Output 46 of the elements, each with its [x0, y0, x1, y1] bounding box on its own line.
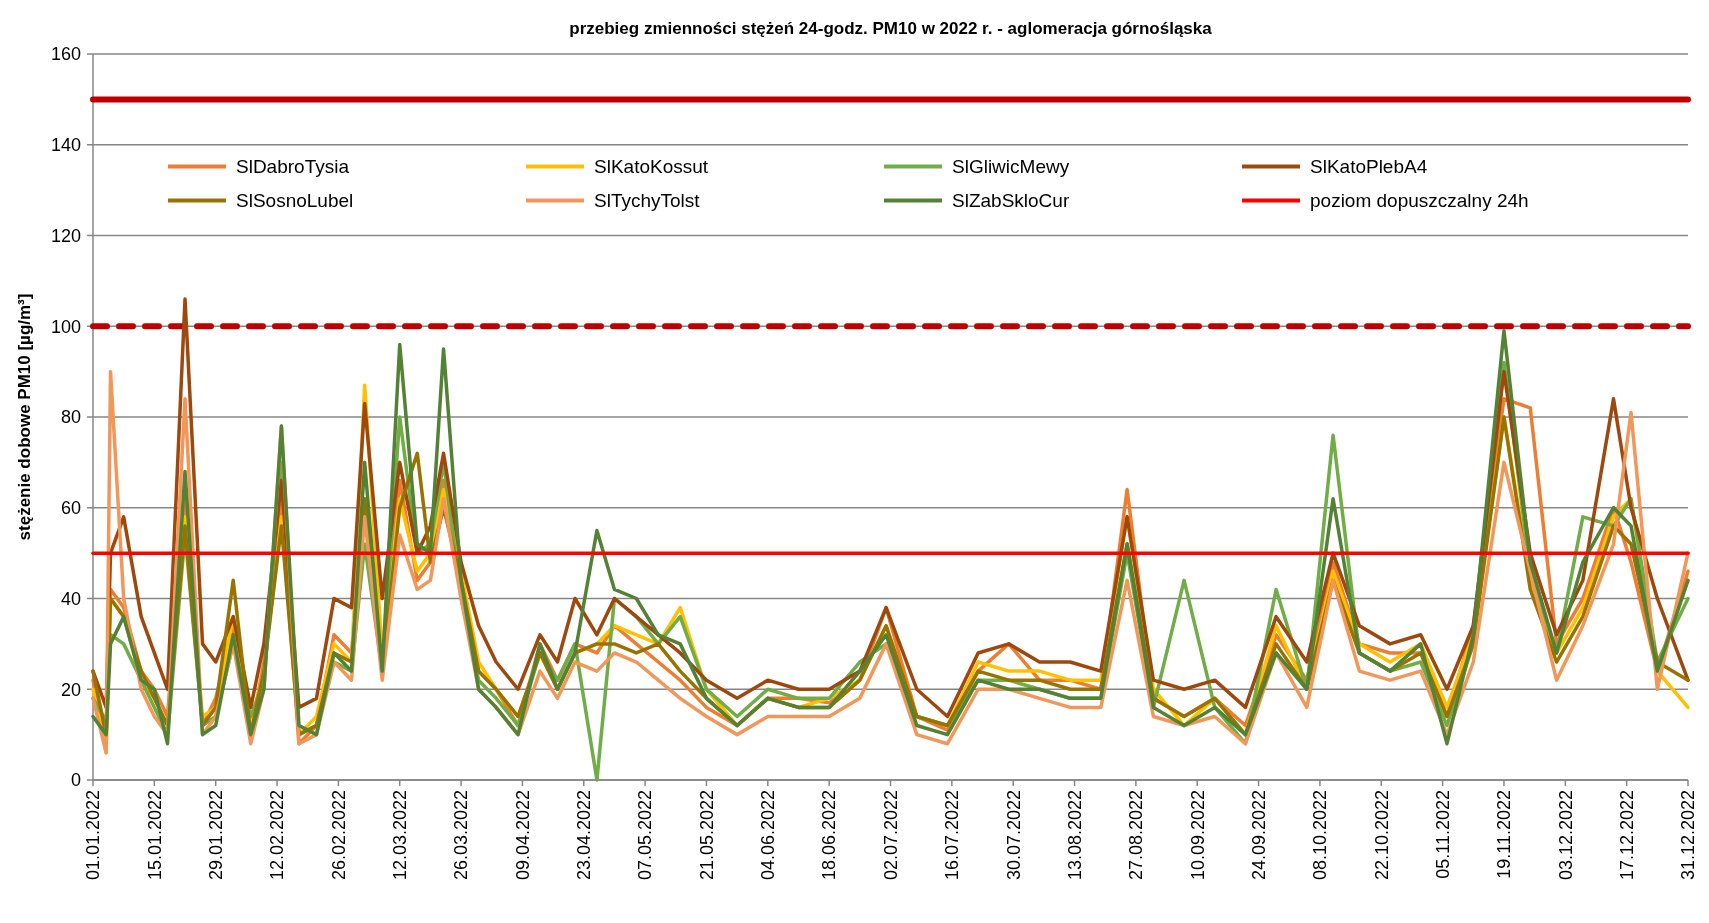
y-axis-title: stężenie dobowe PM10 [µg/m³] [15, 293, 34, 541]
x-tick-label: 30.07.2022 [1003, 790, 1024, 881]
x-tick-label: 04.06.2022 [758, 790, 779, 881]
y-tick-label: 20 [60, 679, 81, 700]
x-tick-label: 26.03.2022 [451, 790, 472, 881]
y-tick-label: 40 [60, 588, 81, 609]
legend-label: SlGliwicMewy [952, 156, 1070, 178]
x-tick-label: 07.05.2022 [635, 790, 656, 881]
x-tick-label: 15.01.2022 [144, 790, 165, 881]
y-tick-label: 140 [50, 135, 81, 156]
x-tick-label: 05.11.2022 [1432, 790, 1453, 879]
x-tick-label: 01.01.2022 [83, 790, 104, 881]
x-tick-label: 31.12.2022 [1678, 790, 1699, 881]
legend-label: SlKatoKossut [594, 156, 709, 178]
x-tick-label: 12.02.2022 [267, 790, 288, 881]
legend-label: SlSosnoLubel [236, 190, 354, 212]
legend-label: SlKatoPlebA4 [1310, 156, 1428, 178]
x-tick-label: 23.04.2022 [574, 790, 595, 881]
y-tick-label: 0 [70, 770, 81, 791]
x-tick-label: 26.02.2022 [328, 790, 349, 881]
x-tick-label: 27.08.2022 [1126, 790, 1147, 881]
x-tick-label: 21.05.2022 [696, 790, 717, 881]
x-tick-label: 29.01.2022 [205, 790, 226, 881]
x-tick-label: 10.09.2022 [1187, 790, 1208, 881]
x-tick-label: 19.11.2022 [1494, 790, 1515, 879]
y-tick-label: 100 [50, 316, 81, 337]
legend-label: SlZabSkloCur [952, 190, 1070, 212]
legend-label: SlTychyTolst [594, 190, 701, 212]
y-tick-label: 80 [60, 407, 81, 428]
y-tick-label: 160 [50, 44, 81, 65]
x-tick-label: 22.10.2022 [1371, 790, 1392, 881]
x-tick-label: 03.12.2022 [1555, 790, 1576, 881]
y-tick-label: 120 [50, 225, 81, 246]
legend-label: SlDabroTysia [236, 156, 350, 178]
x-tick-label: 16.07.2022 [942, 790, 963, 881]
x-tick-label: 18.06.2022 [819, 790, 840, 881]
legend-label: poziom dopuszczalny 24h [1310, 190, 1529, 212]
x-tick-label: 17.12.2022 [1616, 790, 1637, 881]
y-tick-label: 60 [60, 498, 81, 519]
x-tick-label: 02.07.2022 [880, 790, 901, 881]
x-tick-label: 08.10.2022 [1310, 790, 1331, 881]
x-tick-label: 09.04.2022 [512, 790, 533, 881]
x-tick-label: 13.08.2022 [1064, 790, 1085, 881]
x-tick-label: 24.09.2022 [1248, 790, 1269, 881]
x-tick-label: 12.03.2022 [390, 790, 411, 881]
chart-title: przebieg zmienności stężeń 24-godz. PM10 w 2022 r. - aglomeracja górnośląska [569, 19, 1213, 38]
